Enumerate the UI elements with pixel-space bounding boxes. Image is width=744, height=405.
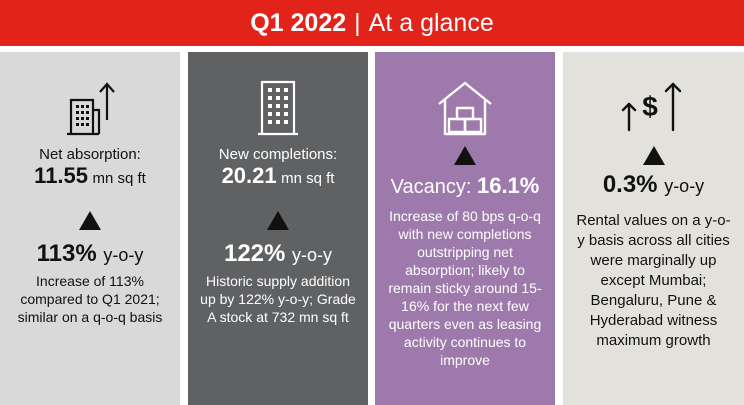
trend-up-icon [79,211,101,230]
new-completions-pct: 122% [223,240,286,267]
panel-rentals: $ 0.3% y-o-y Rental values on a y-o-y ba… [563,52,744,405]
vacancy-label: Vacancy: [390,176,472,198]
trend-up-icon [642,146,665,165]
net-absorption-value: 11.55 [34,163,89,188]
header-quarter: Q1 2022 [250,8,347,37]
building-arrow-up-icon [63,72,117,136]
net-absorption-label: Net absorption: [39,146,141,163]
vacancy-description: Increase of 80 bps q-o-q with new comple… [388,208,542,368]
new-completions-yoy: y-o-y [292,245,333,265]
new-completions-value: 20.21 [221,163,277,188]
new-completions-change: 122% y-o-y [224,240,332,268]
page-header: Q1 2022 | At a glance [0,0,744,46]
svg-text:$: $ [642,91,658,122]
rentals-yoy: y-o-y [664,176,705,196]
header-separator: | [354,8,361,37]
new-completions-label: New completions: [218,146,338,163]
new-completions-description: Historic supply addition up by 122% y-o-… [200,273,356,325]
new-completions-unit: mn sq ft [281,170,335,187]
panel-vacancy: Vacancy: 16.1% Increase of 80 bps q-o-q … [375,52,555,405]
net-absorption-change: 113% y-o-y [37,240,144,268]
panel-net-absorption: Net absorption: 11.55 mn sq ft 113% y-o-… [0,52,180,405]
net-absorption-yoy: y-o-y [103,245,144,265]
building-icon [256,72,300,136]
vacancy-value: 16.1% [476,173,540,198]
net-absorption-unit: mn sq ft [92,170,146,187]
net-absorption-description: Increase of 113% compared to Q1 2021; si… [17,273,163,325]
rentals-pct: 0.3% [602,171,658,198]
trend-up-icon [267,211,289,230]
trend-up-icon [454,146,476,165]
house-boxes-icon [435,72,495,136]
rentals-change: 0.3% y-o-y [603,171,704,199]
header-title: At a glance [368,8,494,37]
dollar-arrows-up-icon: $ [619,72,689,136]
net-absorption-pct: 113% [36,240,97,267]
new-completions-value-row: 20.21 mn sq ft [222,163,335,189]
vacancy-row: Vacancy: 16.1% [391,173,540,199]
rentals-description: Rental values on a y-o-y basis across al… [576,212,731,349]
net-absorption-value-row: 11.55 mn sq ft [34,163,146,189]
panel-new-completions: New completions: 20.21 mn sq ft 122% y-o… [188,52,368,405]
